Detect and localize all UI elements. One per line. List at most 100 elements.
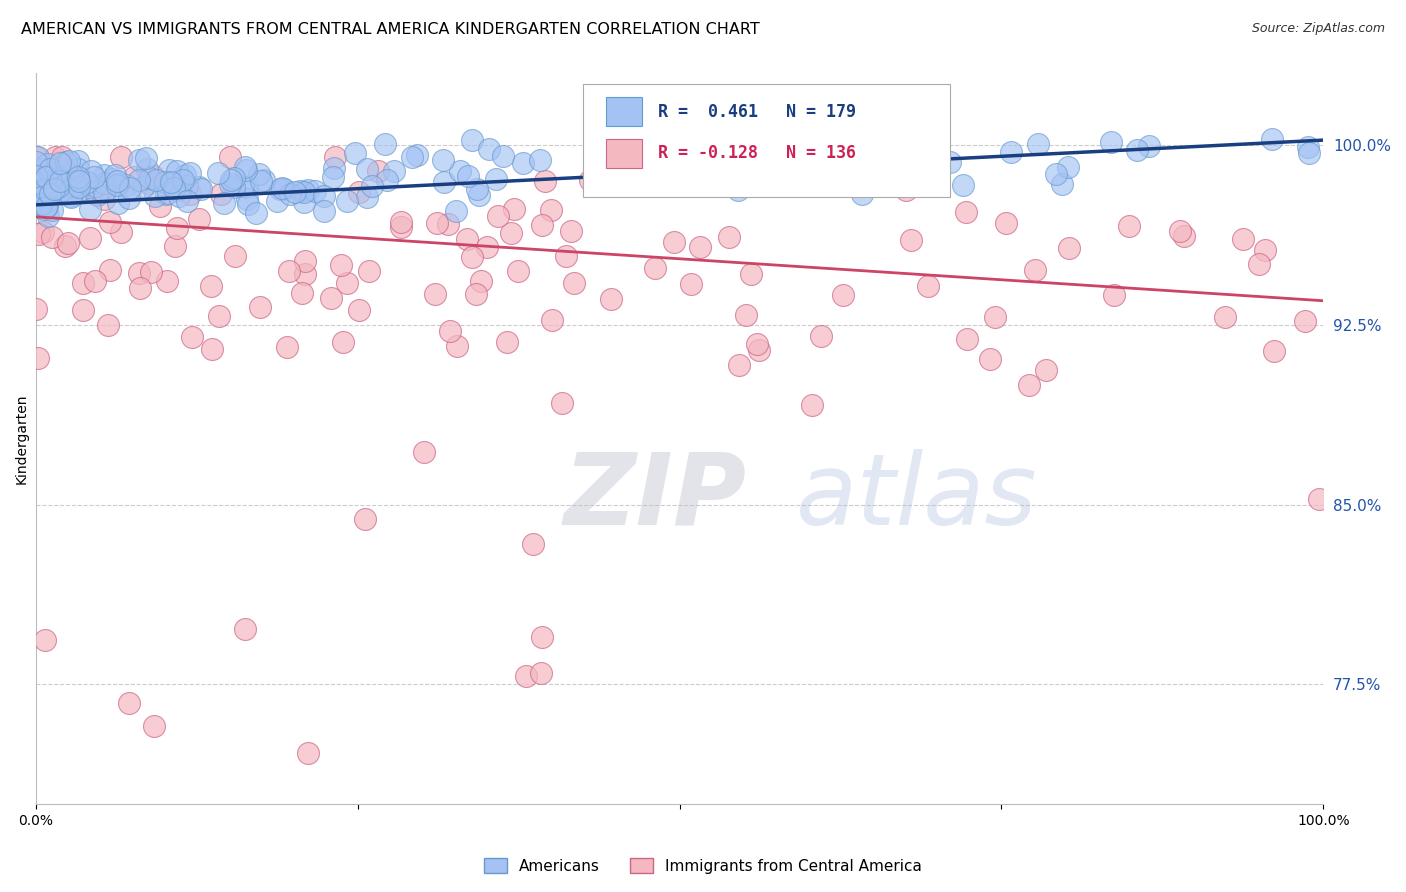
Point xyxy=(952,178,974,193)
Point xyxy=(284,185,307,199)
Point xyxy=(200,279,222,293)
Point xyxy=(145,188,167,202)
Point xyxy=(347,303,370,318)
Point xyxy=(76,177,98,191)
Point xyxy=(181,330,204,344)
Point xyxy=(39,168,62,182)
Point xyxy=(353,512,375,526)
Point xyxy=(142,169,165,183)
Point xyxy=(401,151,423,165)
Point xyxy=(101,172,124,186)
Point xyxy=(820,160,842,174)
Point xyxy=(94,182,117,196)
Point xyxy=(740,267,762,281)
Point xyxy=(115,178,138,192)
Point xyxy=(35,199,58,213)
Point xyxy=(201,342,224,356)
Point xyxy=(356,161,378,176)
Text: Source: ZipAtlas.com: Source: ZipAtlas.com xyxy=(1251,22,1385,36)
Point xyxy=(304,184,326,198)
Point xyxy=(59,188,82,202)
Point xyxy=(292,195,315,210)
Point xyxy=(143,719,166,733)
Point xyxy=(104,168,127,182)
Point xyxy=(51,183,73,197)
Point xyxy=(374,136,396,151)
Point xyxy=(224,179,246,194)
Point xyxy=(149,198,172,212)
Point xyxy=(1254,243,1277,257)
Point xyxy=(1050,178,1073,192)
Point xyxy=(245,206,267,220)
Point xyxy=(166,183,188,197)
Point xyxy=(1298,145,1320,160)
Point xyxy=(55,239,77,253)
Point xyxy=(136,176,159,190)
Point xyxy=(25,155,48,169)
Point xyxy=(67,154,90,169)
Point xyxy=(1026,136,1049,151)
Point xyxy=(1296,139,1319,153)
Point xyxy=(38,186,60,201)
Point xyxy=(291,285,314,300)
Point xyxy=(955,204,977,219)
Point xyxy=(27,191,49,205)
Point xyxy=(589,158,612,172)
Point xyxy=(118,696,141,710)
Point xyxy=(465,287,488,301)
Point xyxy=(529,153,551,168)
Point xyxy=(1213,310,1236,324)
Point xyxy=(465,182,488,196)
Legend: Americans, Immigrants from Central America: Americans, Immigrants from Central Ameri… xyxy=(478,852,928,880)
Point xyxy=(67,179,90,194)
Point xyxy=(512,156,534,170)
Point xyxy=(60,168,83,182)
Point xyxy=(93,176,115,190)
Point xyxy=(1170,223,1192,237)
Point xyxy=(266,194,288,208)
Point xyxy=(56,178,79,192)
Point xyxy=(276,340,298,354)
Point xyxy=(662,235,685,249)
Point xyxy=(32,183,55,197)
Point xyxy=(60,190,83,204)
Point xyxy=(44,167,66,181)
Point xyxy=(25,169,48,183)
Point xyxy=(322,161,344,176)
Point xyxy=(93,192,115,206)
Point xyxy=(717,229,740,244)
Point xyxy=(292,185,315,199)
Point xyxy=(37,210,59,224)
Point xyxy=(470,274,492,288)
Point xyxy=(1261,132,1284,146)
Point xyxy=(160,176,183,190)
Point xyxy=(551,396,574,410)
Point xyxy=(156,274,179,288)
Point xyxy=(208,309,231,323)
Point xyxy=(211,187,233,202)
Point xyxy=(534,174,557,188)
Point xyxy=(503,202,526,216)
Point xyxy=(62,177,84,191)
Point xyxy=(25,150,48,164)
Point xyxy=(939,154,962,169)
Point xyxy=(801,398,824,412)
Point xyxy=(35,184,58,198)
Point xyxy=(187,212,209,227)
Point xyxy=(176,179,198,194)
Point xyxy=(979,351,1001,366)
Point xyxy=(207,166,229,180)
Point xyxy=(37,167,59,181)
Point xyxy=(1018,378,1040,392)
Point xyxy=(1173,228,1195,243)
Point xyxy=(562,276,585,290)
Point xyxy=(35,170,58,185)
Point xyxy=(391,215,413,229)
Point xyxy=(413,445,436,459)
Point xyxy=(166,220,188,235)
Point xyxy=(107,178,129,192)
Point xyxy=(49,174,72,188)
Point xyxy=(93,168,115,182)
Point xyxy=(166,164,188,178)
Point xyxy=(1247,257,1270,271)
